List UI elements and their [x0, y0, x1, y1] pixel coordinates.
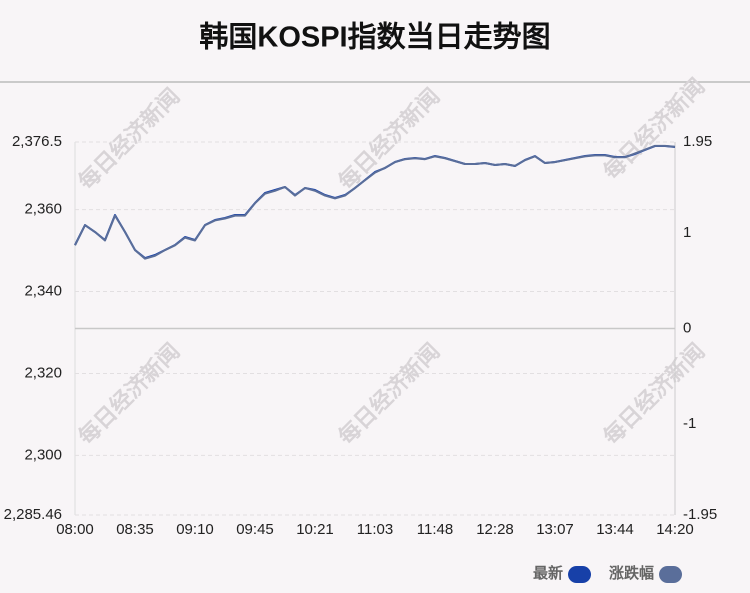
- x-tick-label: 11:03: [357, 521, 393, 538]
- x-tick-label: 13:07: [536, 521, 574, 538]
- x-tick-label: 10:21: [296, 521, 334, 538]
- series-line: [74, 144, 676, 260]
- x-tick-label: 12:28: [476, 521, 514, 538]
- legend-swatch: [568, 566, 592, 583]
- y-tick-label: 2,300: [24, 446, 62, 463]
- y2-tick-label: 0: [683, 319, 691, 336]
- y2-tick-label: 1: [683, 224, 691, 241]
- chart-title: 韩国KOSPI指数当日走势图: [199, 21, 550, 54]
- y-tick-label: 2,320: [24, 364, 62, 381]
- plot-area: 2,285.46 2,300 2,320 2,340 2,360 2,376.5 -1.95…: [4, 133, 718, 538]
- y2-tick-label: 1.95: [683, 133, 712, 150]
- x-tick-label: 08:00: [56, 521, 94, 538]
- y-tick-label: 2,376.5: [12, 133, 62, 150]
- y-tick-label: 2,285.46: [4, 506, 62, 523]
- legend-swatch: [659, 566, 683, 583]
- y2-tick-label: -1: [683, 415, 696, 432]
- y-tick-label: 2,360: [24, 201, 62, 218]
- y2-tick-label: -1.95: [683, 506, 717, 523]
- x-tick-label: 09:45: [236, 521, 274, 538]
- x-tick-label: 09:10: [176, 521, 214, 538]
- x-tick-label: 11:48: [417, 521, 453, 538]
- legend-label: 最新: [533, 564, 563, 582]
- x-tick-label: 13:44: [596, 521, 634, 538]
- y-tick-label: 2,340: [24, 283, 62, 300]
- legend-label: 涨跌幅: [609, 564, 654, 582]
- x-tick-label: 14:20: [656, 521, 694, 538]
- x-tick-label: 08:35: [116, 521, 154, 538]
